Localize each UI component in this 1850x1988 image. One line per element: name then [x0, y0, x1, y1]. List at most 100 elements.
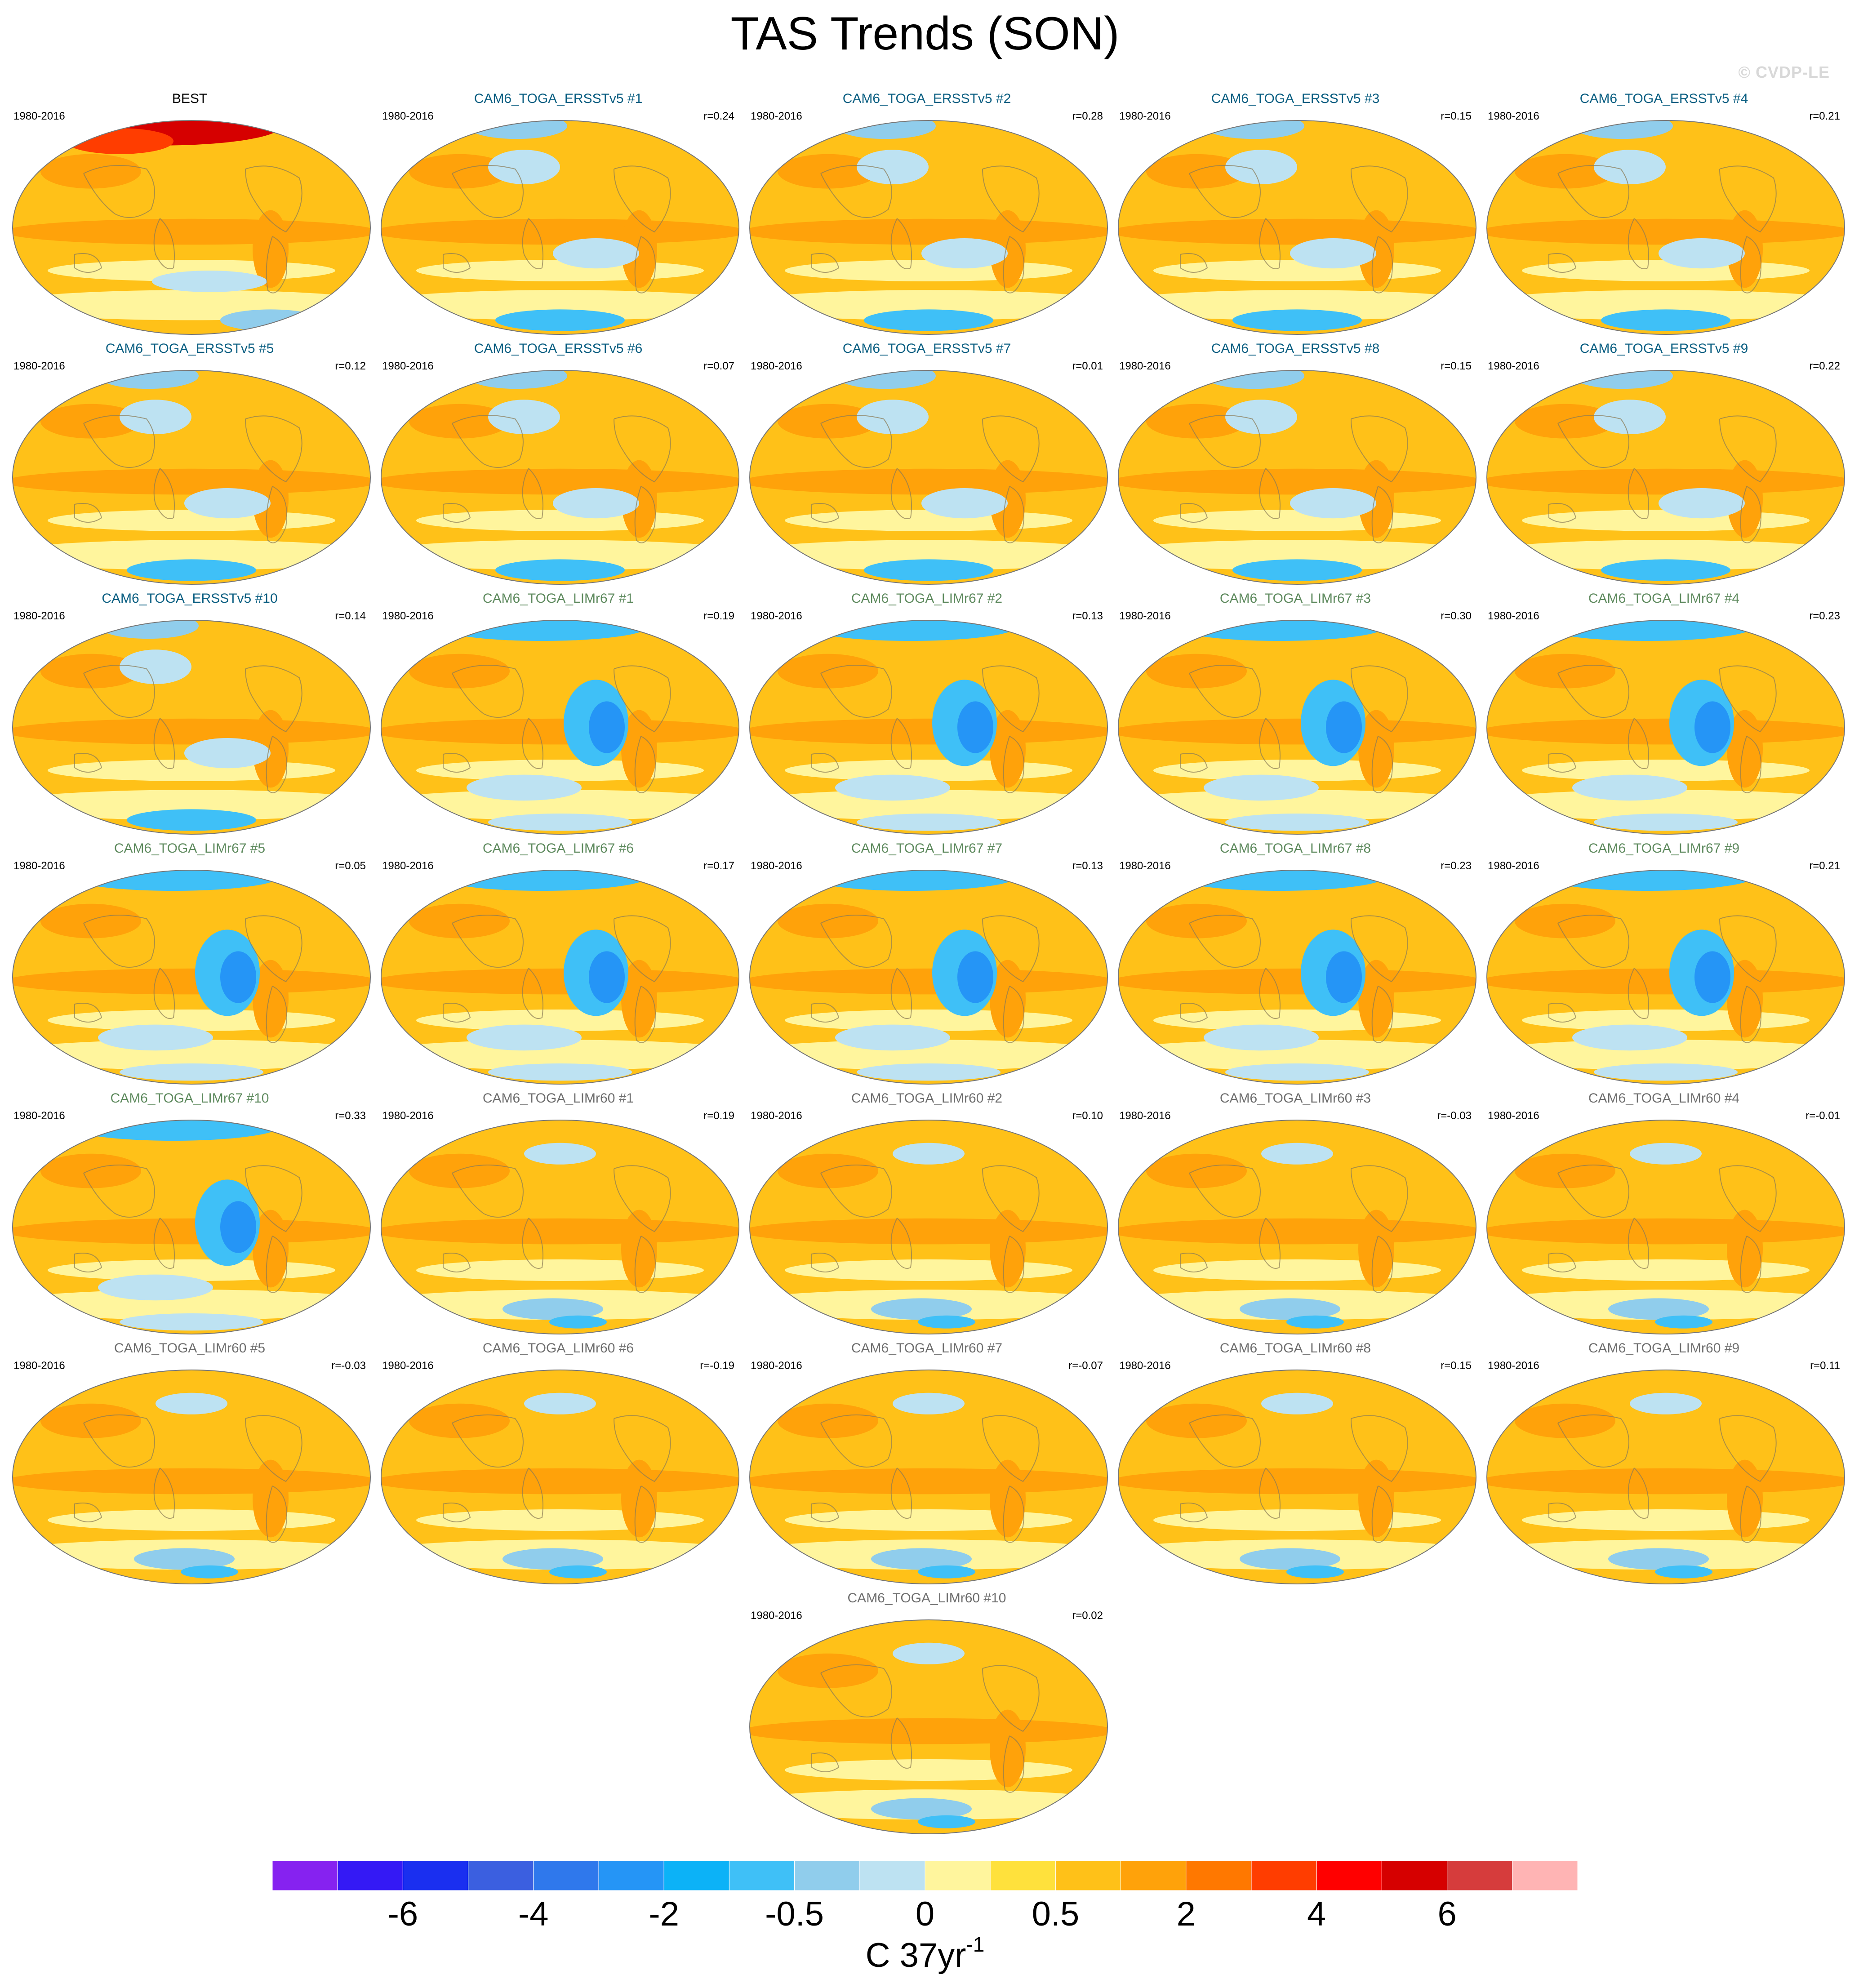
southern-ocean-cool — [1608, 1548, 1709, 1570]
pacific-cool-core — [1694, 951, 1730, 1003]
north-pacific-cool — [1225, 150, 1297, 184]
coastline — [820, 915, 892, 968]
panel-correlation: r=0.15 — [1441, 360, 1472, 372]
panel-title: CAM6_TOGA_LIMr60 #3 — [1219, 1091, 1371, 1106]
colorbar-box — [663, 1860, 729, 1891]
coastline — [443, 753, 471, 773]
trend-map — [1118, 1370, 1476, 1584]
coastline — [245, 915, 302, 983]
map-outline — [1486, 870, 1845, 1085]
eurasia-warm — [778, 654, 878, 689]
antarctic-cool — [1594, 814, 1738, 831]
panel-period: 1980-2016 — [751, 360, 802, 372]
coastline — [1351, 665, 1408, 733]
antarctic-cool — [120, 1063, 263, 1081]
coastline — [614, 415, 671, 483]
panel-title: CAM6_TOGA_ERSSTv5 #10 — [102, 591, 278, 606]
arctic-cool — [434, 620, 650, 641]
trend-map — [749, 620, 1108, 835]
eurasia-warm — [409, 154, 510, 189]
coastline — [634, 736, 656, 793]
coastline — [1740, 236, 1761, 294]
antarctic-cool — [1232, 309, 1362, 331]
coastline — [1719, 915, 1777, 983]
north-pacific-cool — [120, 649, 191, 684]
map-outline — [12, 120, 371, 335]
southern-ocean-band — [750, 540, 1107, 570]
coastline — [266, 1236, 287, 1293]
panel-correlation: r=0.13 — [1072, 860, 1103, 872]
coastline — [1548, 253, 1577, 273]
coastline — [1557, 915, 1629, 968]
map-panel: CAM6_TOGA_LIMr60 #10 1980-2016 r=0.02 — [743, 1589, 1111, 1839]
americas-warm — [1358, 1210, 1394, 1288]
south-pacific-cool — [152, 271, 267, 292]
map-outline — [1118, 370, 1476, 585]
coastline — [1548, 753, 1577, 773]
map-panel: CAM6_TOGA_ERSSTv5 #5 1980-2016 r=0.12 — [5, 340, 374, 590]
coastline — [890, 718, 912, 769]
colorbar-tick-label: -2 — [649, 1895, 679, 1933]
coastline — [614, 1165, 671, 1232]
coastline — [1557, 665, 1629, 718]
eurasia-warm — [40, 654, 141, 689]
east-pacific-cool — [921, 238, 1008, 269]
southern-ocean-band — [381, 290, 739, 320]
trend-map — [1118, 1120, 1476, 1334]
panel-period: 1980-2016 — [751, 110, 802, 122]
eurasia-warm — [1515, 903, 1615, 938]
southern-ocean-band — [1487, 790, 1845, 820]
panel-title: CAM6_TOGA_LIMr67 #3 — [1219, 591, 1371, 606]
panel-correlation: r=-0.01 — [1806, 1110, 1840, 1122]
eurasia-warm — [778, 1153, 878, 1188]
map-outline — [1118, 620, 1476, 835]
panel-period: 1980-2016 — [1119, 610, 1171, 622]
colorbar-tick-label: 0 — [916, 1895, 934, 1933]
map-outline — [749, 1120, 1108, 1334]
southern-ocean-cool — [134, 1548, 235, 1570]
americas-warm — [990, 210, 1026, 288]
coastline — [890, 218, 912, 269]
map-panel: CAM6_TOGA_ERSSTv5 #10 1980-2016 r=0.14 — [5, 590, 374, 840]
americas-warm — [253, 710, 289, 788]
americas-warm — [990, 1210, 1026, 1288]
coastline — [452, 1414, 524, 1468]
trend-map — [749, 120, 1108, 335]
trend-map — [1118, 870, 1476, 1085]
pacific-cool-core — [1694, 701, 1730, 753]
map-panel: CAM6_TOGA_LIMr67 #10 1980-2016 r=0.33 — [5, 1090, 374, 1339]
north-atlantic-cool — [156, 1392, 227, 1414]
map-outline — [12, 1120, 371, 1334]
southern-ocean-band — [13, 790, 370, 820]
coastline — [820, 1165, 892, 1218]
coastline — [820, 415, 892, 468]
antarctic-cool — [864, 309, 993, 331]
eurasia-warm — [1515, 404, 1615, 439]
panel-correlation: r=0.21 — [1809, 110, 1840, 122]
trend-map — [749, 370, 1108, 585]
coastline — [820, 1664, 892, 1717]
coastline — [266, 1485, 287, 1543]
colorbar-box — [925, 1860, 991, 1891]
coastline — [1180, 1253, 1208, 1272]
eurasia-warm — [409, 903, 510, 938]
eurasia-warm — [40, 154, 141, 189]
southern-ocean-band — [750, 790, 1107, 820]
panel-title: CAM6_TOGA_LIMr67 #10 — [110, 1091, 269, 1106]
coastline — [245, 665, 302, 733]
antarctic-cool — [1601, 309, 1730, 331]
map-panel: CAM6_TOGA_LIMr60 #1 1980-2016 r=0.19 — [374, 1090, 743, 1339]
coastline — [266, 486, 287, 543]
trend-map — [749, 870, 1108, 1085]
coastline — [153, 468, 175, 519]
antarctic-cool — [1655, 1315, 1712, 1329]
east-pacific-cool — [184, 488, 271, 519]
colorbar-box — [272, 1860, 338, 1891]
panel-period: 1980-2016 — [13, 610, 65, 622]
arctic-cool — [1572, 120, 1673, 139]
coastline — [452, 915, 524, 968]
americas-warm — [1727, 460, 1763, 538]
panel-title: CAM6_TOGA_LIMr67 #1 — [482, 591, 634, 606]
trend-map — [12, 620, 371, 835]
antarctic-cool — [495, 559, 625, 581]
